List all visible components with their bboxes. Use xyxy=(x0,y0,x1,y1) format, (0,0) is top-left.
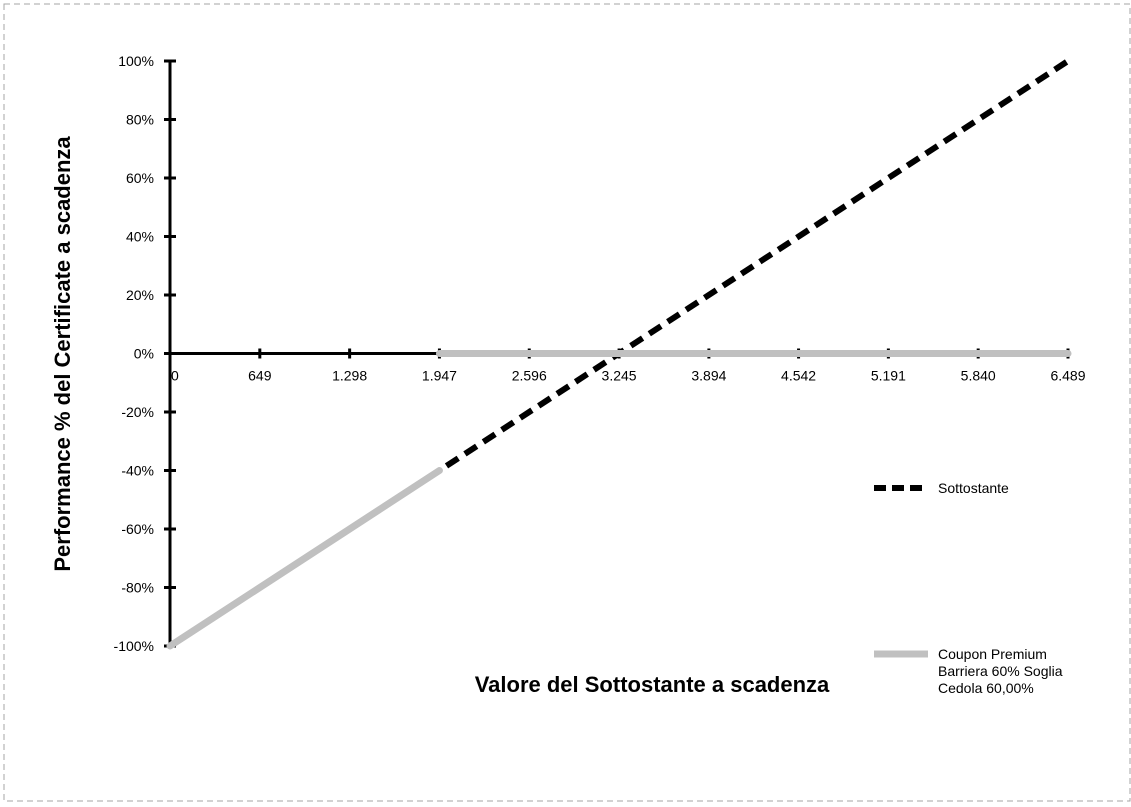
x-axis-title: Valore del Sottostante a scadenza xyxy=(475,672,830,697)
x-tick-label: 6.489 xyxy=(1050,368,1085,384)
labels-layer: -100% -80% -60% -40% -20% 0% 20% 40% 60% 80% 100% 0… xyxy=(114,53,1086,654)
y-axis-title: Performance % del Certificate a scadenza xyxy=(50,136,75,572)
x-tick-label: 5.191 xyxy=(871,368,906,384)
y-tick-label: -100% xyxy=(114,638,154,654)
series-layer xyxy=(166,58,1072,650)
legend-label-coupon-premium: Coupon Premium xyxy=(938,646,1047,662)
legend-label-sottostante: Sottostante xyxy=(938,480,1009,496)
y-tick-label: -60% xyxy=(121,521,154,537)
y-tick-label: 100% xyxy=(118,53,154,69)
legend-label-coupon-premium: Barriera 60% Soglia xyxy=(938,663,1063,679)
y-tick-label: -40% xyxy=(121,463,154,479)
y-tick-label: 80% xyxy=(126,112,154,128)
y-tick-label: 20% xyxy=(126,287,154,303)
chart-border xyxy=(3,3,1131,802)
x-tick-label: 3.245 xyxy=(602,368,637,384)
y-tick-label: -80% xyxy=(121,580,154,596)
legend-label-coupon-premium: Cedola 60,00% xyxy=(938,680,1034,696)
series-line-coupon-premium-segment xyxy=(166,467,443,650)
x-tick-label: 649 xyxy=(248,368,272,384)
x-tick-label: 1.947 xyxy=(422,368,457,384)
y-tick-label: 40% xyxy=(126,229,154,245)
x-tick-label: 3.894 xyxy=(691,368,726,384)
x-tick-label: 0 xyxy=(171,368,179,384)
y-tick-label: -20% xyxy=(121,404,154,420)
y-tick-label: 0% xyxy=(134,346,154,362)
x-tick-label: 4.542 xyxy=(781,368,816,384)
y-tick-label: 60% xyxy=(126,170,154,186)
x-tick-label: 2.596 xyxy=(512,368,547,384)
x-tick-label: 5.840 xyxy=(961,368,996,384)
x-tick-label: 1.298 xyxy=(332,368,367,384)
